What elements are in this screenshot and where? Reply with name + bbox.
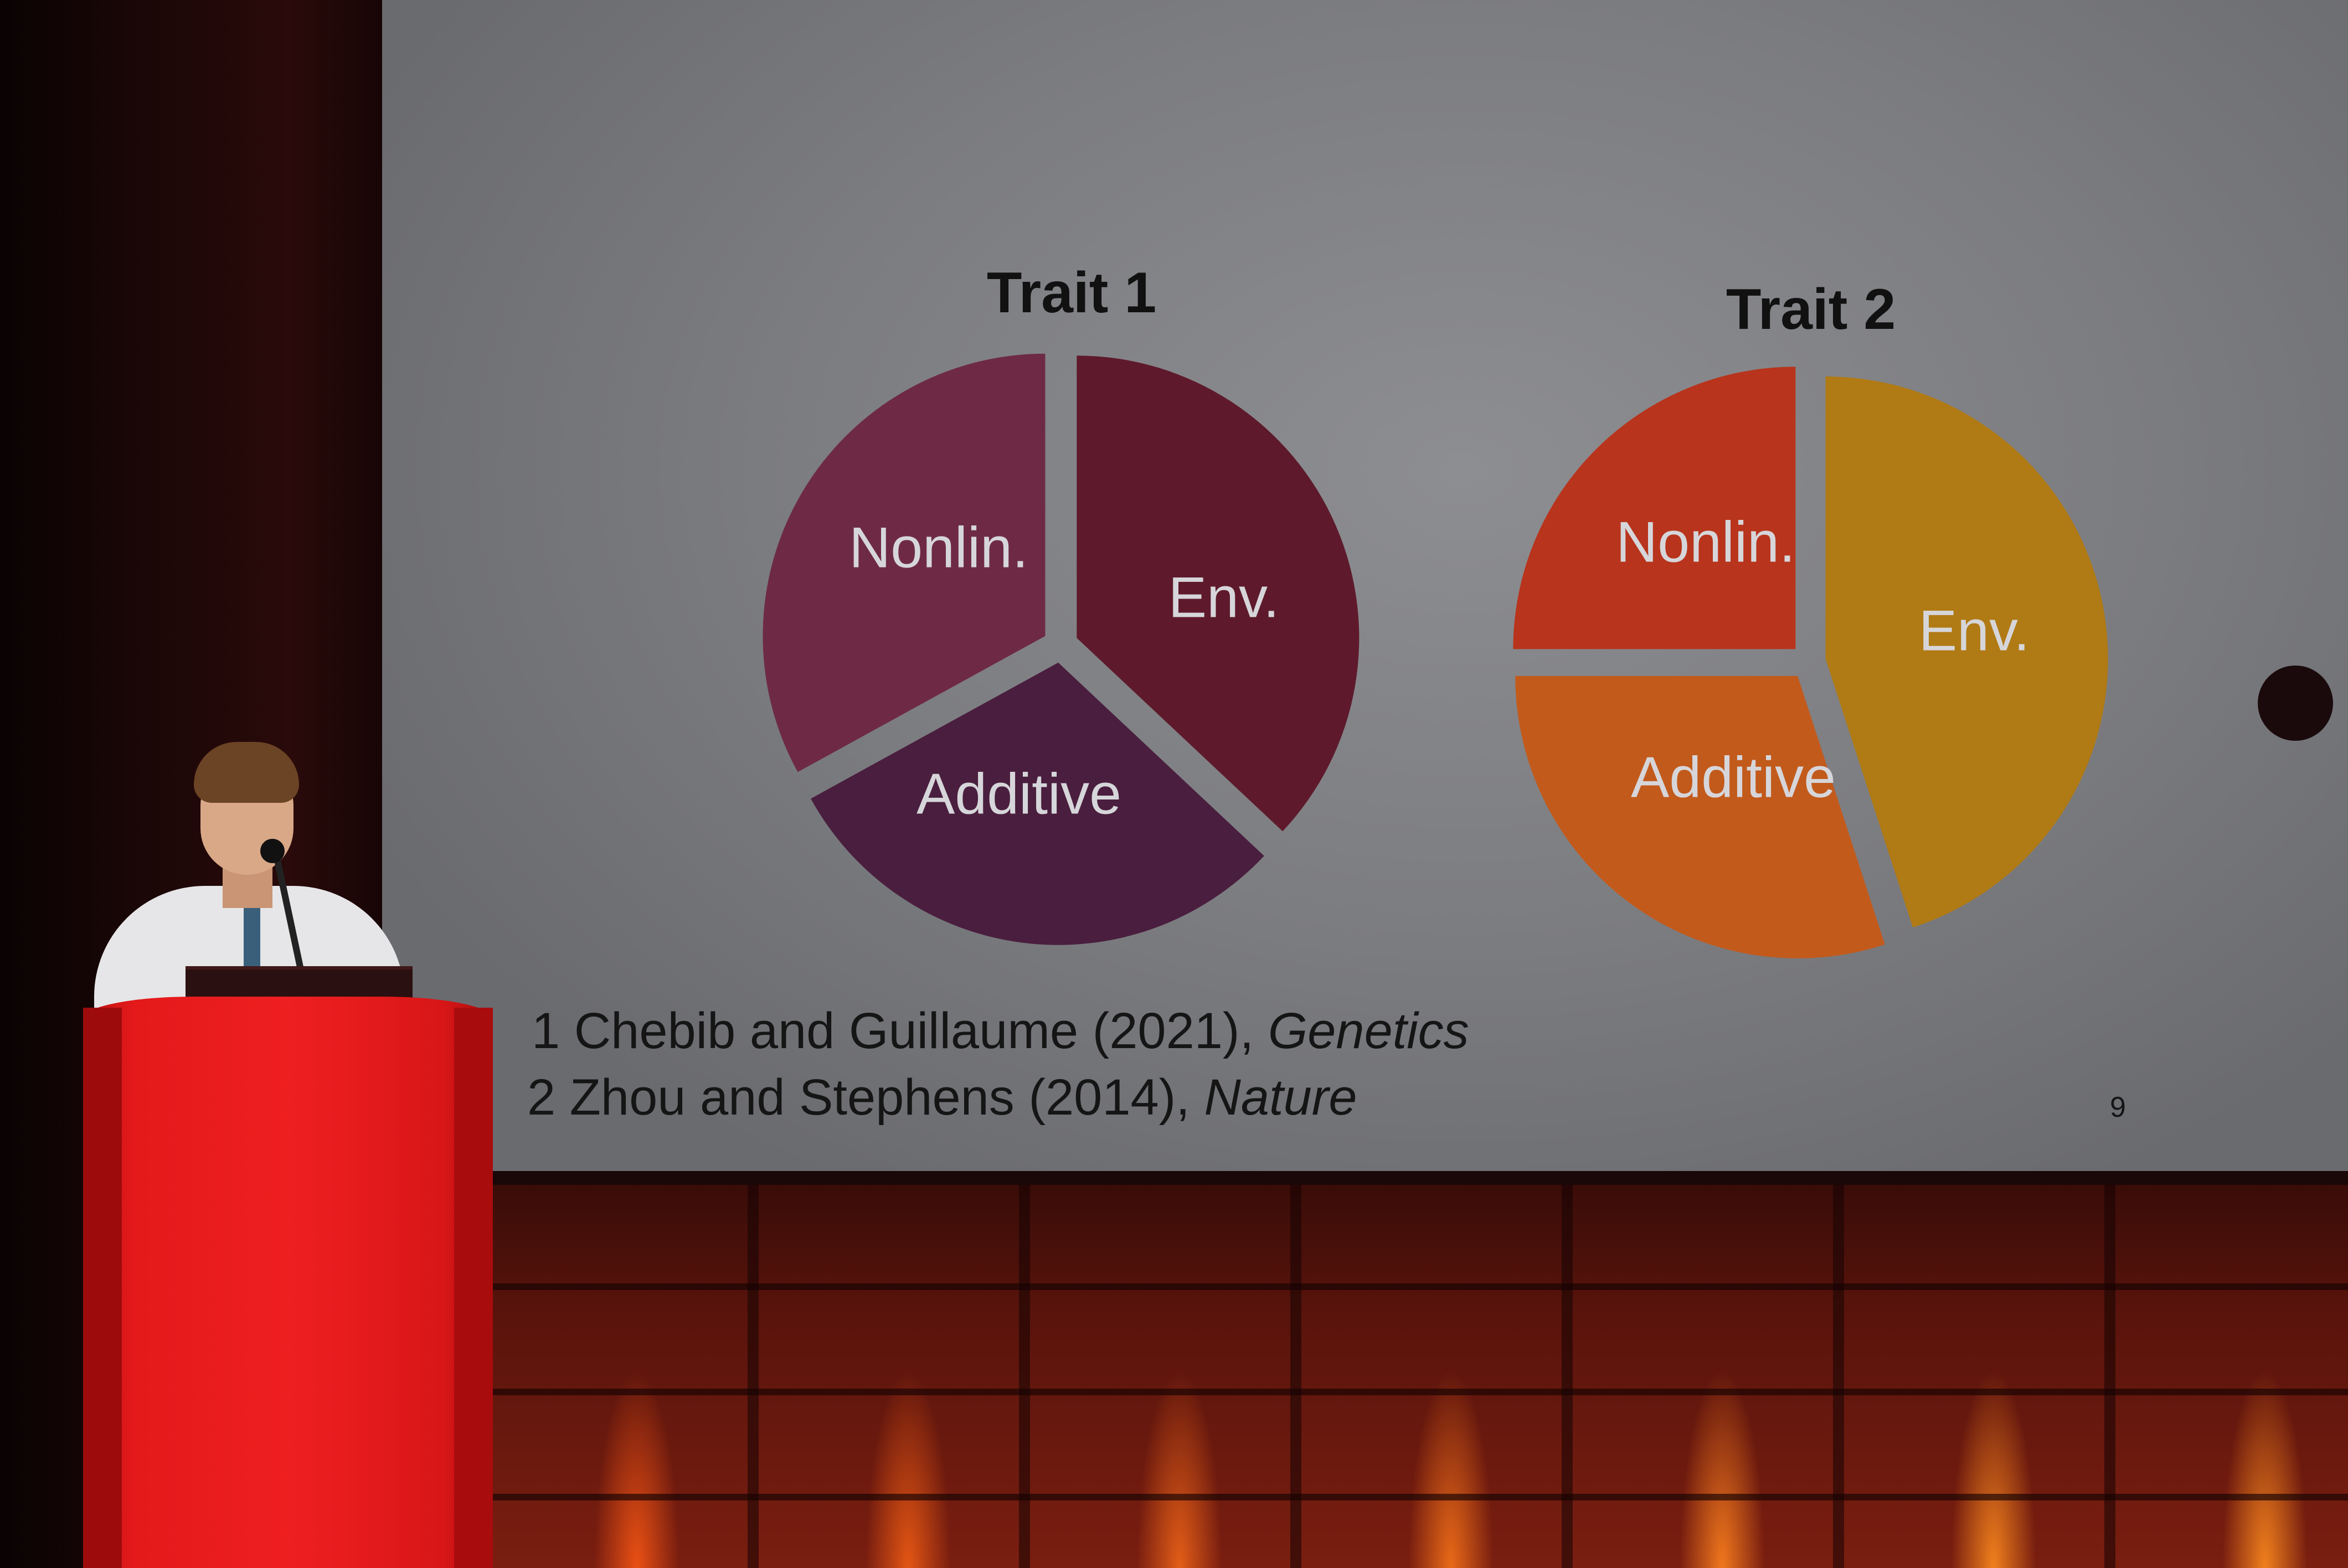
- reference-1: 1 Chebib and Guillaume (2021), Genetics: [532, 1002, 1469, 1060]
- stage-panel-lines: [487, 1185, 2348, 1568]
- reference-1-text: 1 Chebib and Guillaume (2021),: [532, 1003, 1268, 1059]
- trait-1-additive-label: Additive: [916, 762, 1121, 827]
- pie-title-trait-1: Trait 1: [986, 261, 1157, 325]
- trait-2-env-label: Env.: [1918, 599, 2030, 663]
- pie-1-slice-additive: [811, 662, 1264, 945]
- pie-2-slice-nonlin: [1513, 367, 1796, 649]
- reference-2: 2 Zhou and Stephens (2014), Nature: [527, 1069, 1357, 1127]
- podium-edge-left: [83, 1008, 122, 1568]
- slide-page-number: 9: [2110, 1091, 2126, 1123]
- slide-graphics: [763, 353, 2333, 958]
- reference-1-journal: Genetics: [1268, 1003, 1469, 1059]
- trait-1-nonlin-label: Nonlin.: [849, 515, 1028, 580]
- trait-2-additive-label: Additive: [1631, 745, 1836, 810]
- pie-1-slice-nonlin: [763, 353, 1046, 772]
- reference-2-text: 2 Zhou and Stephens (2014),: [527, 1069, 1204, 1126]
- pie-1-slice-env: [1077, 355, 1360, 832]
- reference-2-journal: Nature: [1204, 1069, 1357, 1126]
- speaker-hair: [194, 742, 299, 803]
- pie-2-slice-additive: [1515, 675, 1885, 958]
- trait-2-nonlin-label: Nonlin.: [1616, 510, 1795, 575]
- trait-1-env-label: Env.: [1168, 565, 1280, 630]
- microphone-icon: [260, 839, 285, 863]
- pie-title-trait-2: Trait 2: [1726, 277, 1896, 342]
- podium-edge-right: [454, 1008, 493, 1568]
- projection-screen: Trait 1 Trait 2 Nonlin. Env. Additive No…: [382, 0, 2348, 1174]
- pie-2-slice-env: [1825, 376, 2108, 928]
- red-podium: [83, 997, 493, 1568]
- bullet-dot: [2258, 666, 2333, 741]
